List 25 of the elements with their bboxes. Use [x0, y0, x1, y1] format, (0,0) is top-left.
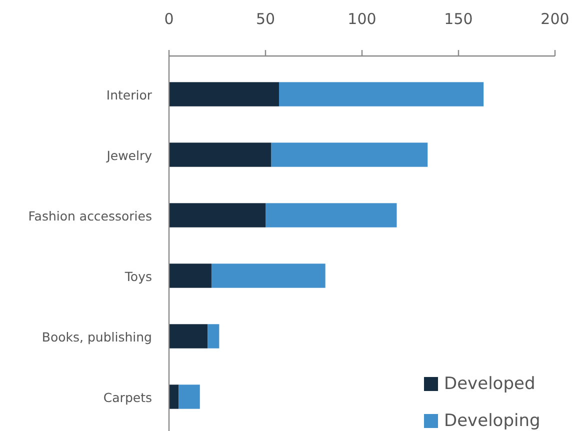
- bar: [266, 203, 397, 228]
- x-tick-label: 50: [256, 10, 276, 28]
- bar: [169, 324, 208, 348]
- bar: [169, 264, 212, 288]
- bar: [211, 264, 326, 288]
- bar: [178, 384, 200, 409]
- x-tick-label: 150: [444, 10, 473, 28]
- bar: [169, 384, 179, 409]
- y-tick-label: Books, publishing: [42, 328, 152, 344]
- x-tick-label: 200: [540, 10, 570, 28]
- legend-label: Developing: [444, 411, 540, 431]
- bar: [169, 82, 280, 106]
- y-tick-label: Interior: [106, 86, 153, 102]
- bar: [208, 324, 220, 348]
- y-tick-label: Carpets: [103, 389, 152, 404]
- x-tick-label: 0: [164, 10, 174, 28]
- bar: [169, 203, 266, 228]
- legend-label: Developed: [444, 374, 536, 394]
- y-tick-label: Toys: [124, 268, 152, 284]
- x-tick-label: 100: [348, 10, 376, 28]
- y-tick-label: Jewelry: [106, 147, 153, 162]
- bar: [169, 142, 272, 167]
- y-tick-label: Fashion accessories: [28, 208, 152, 223]
- bar: [271, 142, 428, 167]
- bar: [279, 82, 484, 106]
